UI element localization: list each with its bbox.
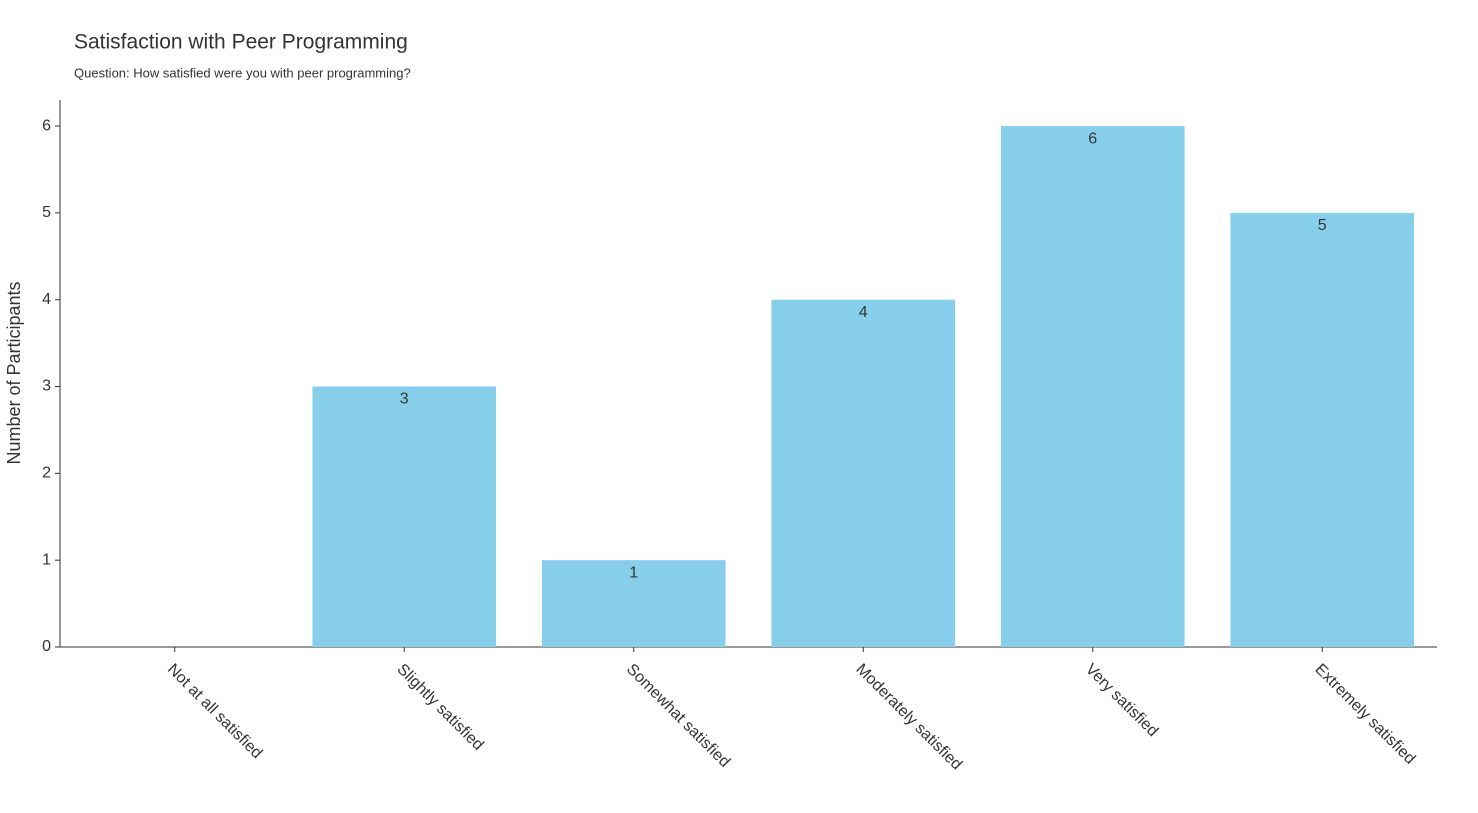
bar: [1000, 126, 1185, 648]
x-tick-label: Not at all satisfied: [164, 661, 265, 762]
x-tick-label: Slightly satisfied: [393, 661, 486, 754]
x-tick-label: Extremely satisfied: [1311, 661, 1418, 768]
x-tick-label: Moderately satisfied: [852, 661, 965, 774]
y-axis-label: Number of Participants: [4, 281, 24, 464]
bar: [312, 386, 497, 647]
data-label: 6: [1088, 130, 1097, 147]
x-tick-label: Very satisfied: [1082, 661, 1161, 740]
y-tick-label: 6: [42, 117, 51, 134]
data-label: 5: [1318, 217, 1327, 234]
x-tick-label: Somewhat satisfied: [623, 661, 733, 771]
bar: [771, 299, 956, 647]
y-tick-label: 2: [42, 465, 51, 482]
chart-title: Satisfaction with Peer Programming: [74, 31, 408, 54]
y-tick-label: 4: [42, 291, 51, 308]
y-tick-label: 5: [42, 204, 51, 221]
chart-subtitle: Question: How satisfied were you with pe…: [74, 65, 411, 80]
bar: [541, 560, 726, 647]
data-label: 4: [859, 304, 868, 321]
bar: [1230, 212, 1415, 647]
y-tick-label: 3: [42, 378, 51, 395]
y-tick-label: 0: [42, 638, 51, 655]
data-label: 1: [629, 564, 638, 581]
data-label: 3: [400, 391, 409, 408]
y-tick-label: 1: [42, 551, 51, 568]
